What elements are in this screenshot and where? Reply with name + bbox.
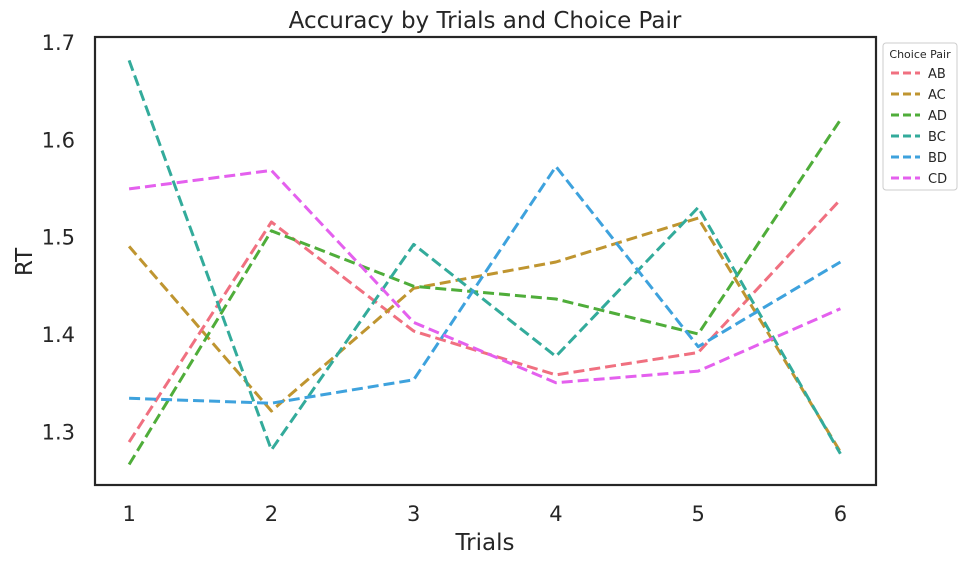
legend-label-bd: BD — [928, 151, 947, 166]
legend-label-bc: BC — [928, 130, 946, 145]
legend-label-ac: AC — [928, 88, 946, 103]
series-lines — [127, 59, 842, 466]
y-axis: 1.3 1.4 1.5 1.6 1.7 — [42, 31, 75, 445]
series-line-ad — [127, 118, 842, 466]
y-tick-label: 1.6 — [42, 128, 75, 152]
series-line-bc — [127, 59, 842, 455]
x-tick-label: 1 — [122, 502, 135, 526]
chart-title: Accuracy by Trials and Choice Pair — [289, 8, 682, 34]
x-tick-label: 3 — [407, 502, 420, 526]
y-tick-label: 1.5 — [42, 226, 75, 250]
legend: Choice Pair AB AC AD BC BD CD — [882, 42, 958, 191]
series-line-ac — [127, 216, 842, 453]
x-axis-label: Trials — [455, 530, 515, 556]
plot-area — [93, 35, 878, 487]
plot-frame — [93, 35, 878, 487]
x-tick-label: 6 — [834, 502, 847, 526]
x-axis: 1 2 3 4 5 6 — [122, 502, 847, 526]
y-tick-label: 1.7 — [42, 31, 75, 55]
x-tick-label: 5 — [691, 502, 704, 526]
y-axis-label: RT — [12, 247, 38, 276]
x-tick-label: 2 — [265, 502, 278, 526]
legend-title: Choice Pair — [889, 48, 951, 61]
x-tick-label: 4 — [549, 502, 562, 526]
legend-label-cd: CD — [928, 172, 947, 187]
series-line-bd — [129, 165, 842, 405]
series-line-ab — [127, 198, 842, 443]
series-line-cd — [128, 168, 842, 385]
legend-label-ab: AB — [928, 67, 946, 82]
y-tick-label: 1.4 — [42, 323, 75, 347]
legend-label-ad: AD — [928, 109, 947, 124]
y-tick-label: 1.3 — [42, 420, 75, 444]
